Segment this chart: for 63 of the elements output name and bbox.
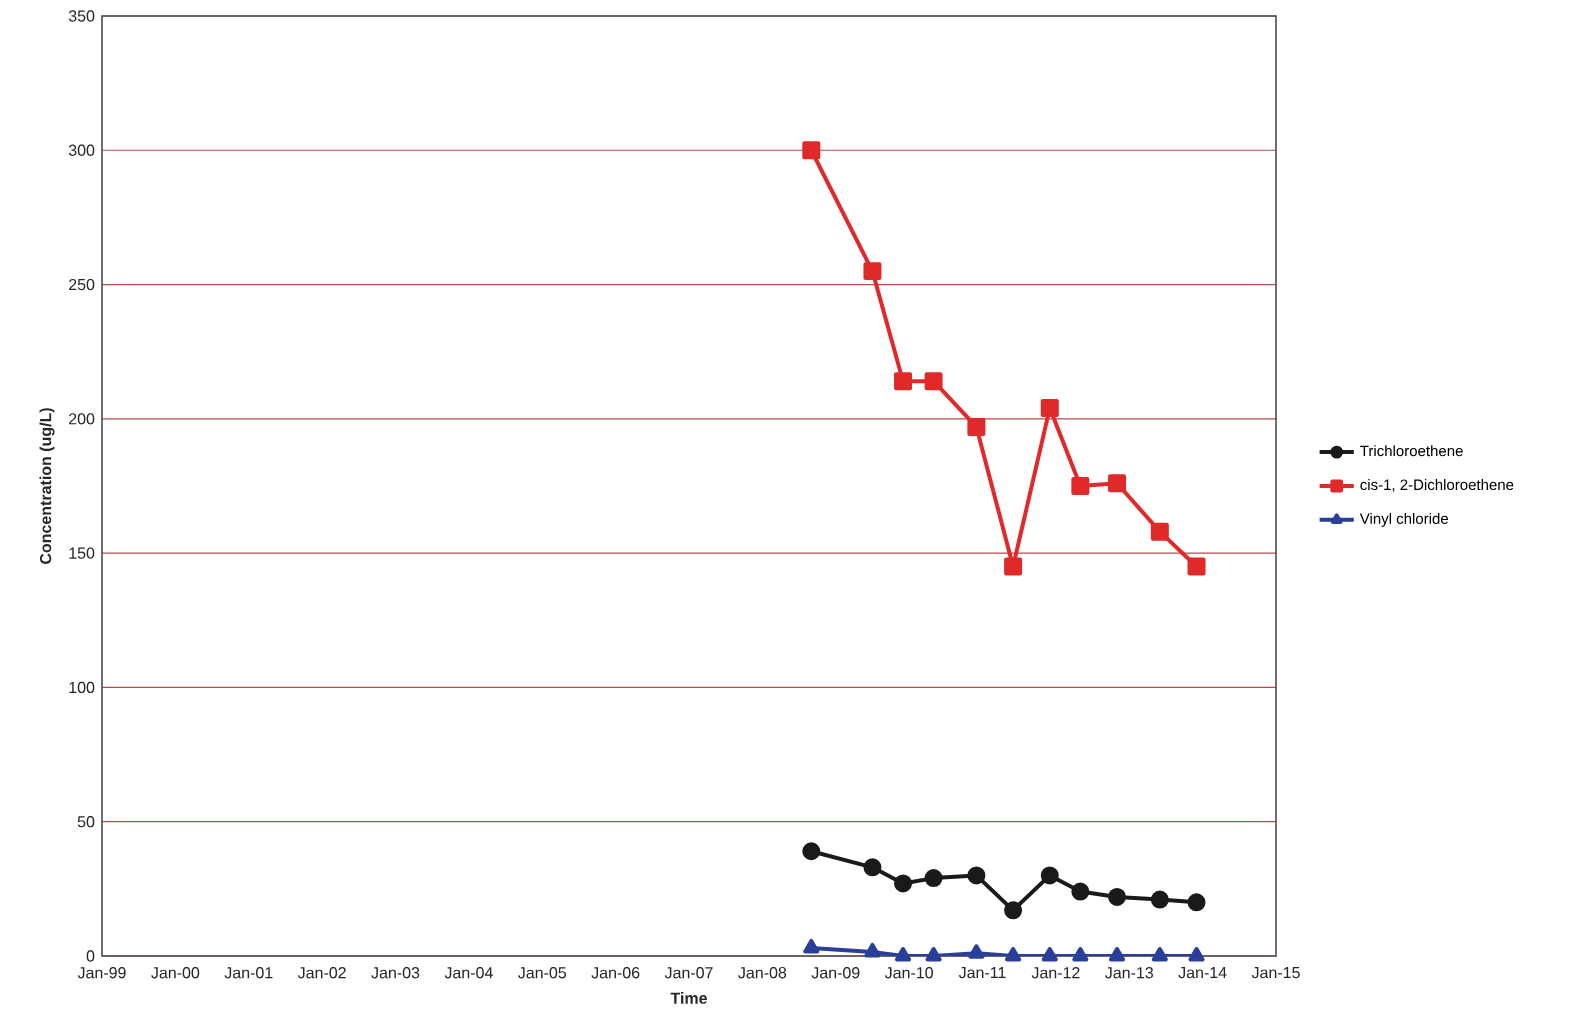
x-axis-title: Time [670, 992, 707, 1004]
x-tick-label: Jan-14 [1178, 967, 1227, 979]
point [968, 944, 985, 959]
point [1150, 522, 1169, 541]
x-tick-label: Jan-10 [884, 967, 933, 979]
point [924, 372, 943, 391]
point [1005, 946, 1022, 962]
x-tick-label: Jan-01 [224, 967, 273, 979]
point [863, 858, 882, 877]
point [1004, 557, 1023, 576]
x-tick-label: Jan-03 [371, 967, 420, 979]
y-tick-label: 300 [68, 144, 95, 156]
point [1187, 893, 1206, 912]
y-tick-label: 100 [69, 681, 95, 694]
point [1040, 866, 1059, 885]
point [1071, 882, 1090, 901]
point [1072, 946, 1089, 962]
y-tick-label: 200 [69, 413, 95, 425]
x-tick-label: Jan-11 [958, 967, 1006, 979]
y-tick-label: 350 [68, 10, 95, 22]
legend-label: cis-1, 2-Dichloroethene [1360, 479, 1514, 492]
y-tick-label: 50 [77, 816, 95, 828]
y-tick-label: 0 [86, 950, 95, 962]
x-tick-label: Jan-15 [1251, 967, 1300, 979]
point [894, 372, 913, 391]
x-tick-label: Jan-09 [811, 967, 860, 979]
point [802, 842, 821, 861]
x-tick-label: Jan-06 [591, 967, 640, 979]
point [967, 417, 986, 436]
point [1040, 399, 1059, 418]
x-tick-label: Jan-99 [77, 967, 126, 979]
y-tick-label: 150 [69, 547, 95, 559]
x-tick-label: Jan-04 [444, 967, 493, 979]
x-tick-label: Jan-00 [151, 967, 200, 979]
x-tick-label: Jan-02 [297, 967, 346, 979]
point [925, 946, 942, 962]
point [1187, 557, 1206, 576]
point [1108, 887, 1127, 906]
point [894, 946, 912, 962]
x-tick-label: Jan-08 [738, 967, 787, 979]
x-tick-label: Jan-13 [1105, 967, 1154, 979]
x-tick-label: Jan-12 [1031, 967, 1080, 979]
legend-label: Vinyl chloride [1359, 512, 1449, 527]
point [967, 866, 986, 885]
point [1150, 890, 1169, 909]
point [894, 874, 913, 893]
point [802, 141, 821, 160]
point [1188, 946, 1205, 962]
point [924, 869, 943, 888]
y-tick-label: 250 [69, 278, 95, 291]
point [1004, 901, 1023, 920]
point [1041, 946, 1058, 962]
point [1108, 474, 1127, 493]
legend-label: Trichloroethene [1360, 445, 1463, 457]
x-tick-label: Jan-05 [518, 967, 567, 979]
x-tick-label: Jan-07 [664, 967, 713, 979]
point [864, 942, 881, 958]
point [1108, 946, 1126, 962]
point [803, 938, 820, 954]
point [1071, 476, 1090, 495]
point [1151, 946, 1168, 962]
y-axis-title: Concentration (ug/L) [39, 408, 55, 564]
point [863, 262, 882, 281]
